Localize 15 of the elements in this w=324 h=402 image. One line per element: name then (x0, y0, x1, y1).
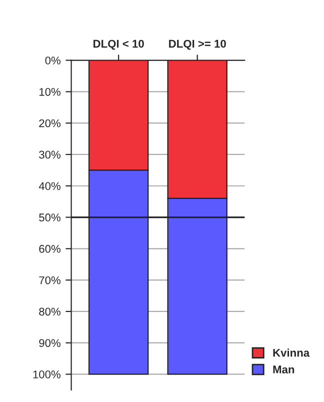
x-tick-label: DLQI < 10 (94, 40, 144, 50)
y-tick-label: 70% (39, 276, 60, 284)
y-tick-label: 20% (39, 119, 60, 128)
legend-label: Kvinna (273, 348, 310, 357)
y-tick-label: 100% (33, 370, 60, 378)
legend-label: Man (273, 366, 294, 374)
x-tick-label: DLQI >= 10 (169, 40, 226, 50)
y-tick-label: 40% (38, 182, 60, 190)
y-tick-label: 90% (39, 339, 60, 347)
y-tick-label: 10% (39, 88, 60, 96)
y-tick-label: 80% (39, 308, 60, 316)
y-tick-label: 50% (39, 214, 60, 222)
y-tick-label: 0% (45, 56, 60, 64)
y-tick-label: 30% (39, 150, 60, 159)
y-tick-label: 60% (39, 244, 60, 253)
